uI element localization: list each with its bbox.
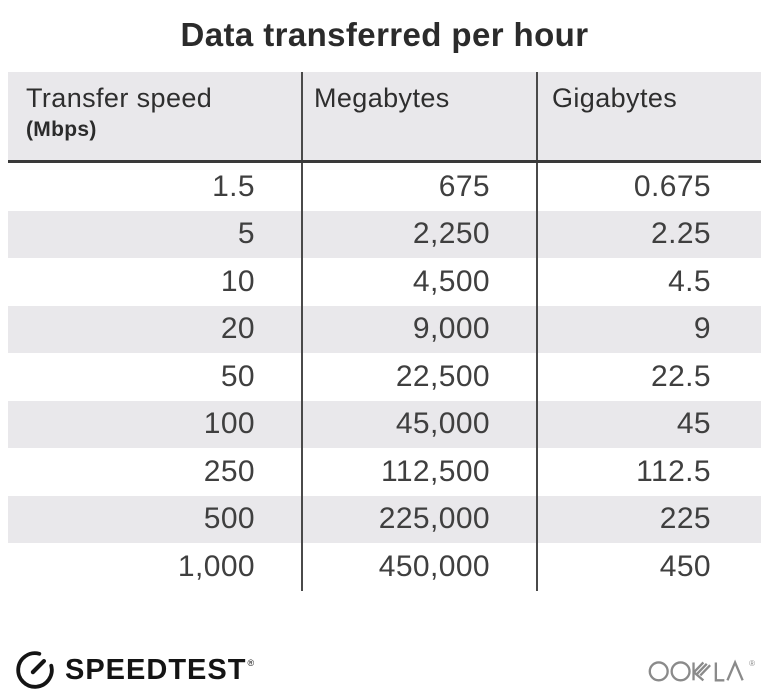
table-cell: 9,000 [303, 305, 538, 353]
data-table: Transfer speed (Mbps) Megabytes Gigabyte… [8, 72, 761, 591]
table-cell: 22.5 [651, 359, 711, 393]
footer: SPEEDTEST ® ® [0, 646, 769, 694]
ookla-wordmark-icon [648, 658, 744, 681]
column-header-unit: (Mbps) [26, 118, 97, 141]
table-cell: 9 [693, 312, 711, 346]
table-row: 20 9,000 9 [8, 305, 761, 353]
ookla-logo: ® [648, 657, 755, 684]
column-header-label: Gigabytes [552, 83, 678, 113]
speedtest-logo: SPEEDTEST ® [14, 649, 254, 691]
table-cell: 2.25 [651, 217, 711, 251]
page-title: Data transferred per hour [180, 16, 589, 53]
table-cell: 112.5 [636, 454, 711, 488]
registered-trademark-icon: ® [247, 658, 255, 668]
table-cell: 450 [659, 549, 711, 583]
table-row: 1.5 675 0.675 [8, 163, 761, 211]
table-row: 1,000 450,000 450 [8, 543, 761, 591]
speedometer-gauge-icon [16, 651, 54, 689]
speedtest-wordmark: SPEEDTEST [65, 653, 247, 686]
table-cell: 10 [8, 258, 303, 306]
column-header-transfer-speed: Transfer speed (Mbps) [8, 72, 303, 160]
column-header-label: Megabytes [314, 83, 450, 113]
table-cell: 250 [8, 448, 303, 496]
table-cell: 675 [303, 163, 538, 211]
table-row: 10 4,500 4.5 [8, 258, 761, 306]
table-cell: 45,000 [303, 400, 538, 448]
table-cell: 500 [8, 495, 303, 543]
table-row: 100 45,000 45 [8, 400, 761, 448]
table-cell: 45 [676, 407, 711, 441]
table-header-row: Transfer speed (Mbps) Megabytes Gigabyte… [8, 72, 761, 163]
table-cell: 22,500 [303, 353, 538, 401]
table-cell: 450,000 [303, 543, 538, 591]
table-row: 50 22,500 22.5 [8, 353, 761, 401]
table-cell: 4.5 [668, 264, 711, 298]
table-cell: 4,500 [303, 258, 538, 306]
table-cell: 1,000 [8, 543, 303, 591]
table-cell: 50 [8, 353, 303, 401]
table-cell: 225,000 [303, 495, 538, 543]
table-cell: 1.5 [8, 163, 303, 211]
table-cell: 0.675 [633, 169, 711, 203]
table-cell: 112,500 [303, 448, 538, 496]
table-cell: 2,250 [303, 210, 538, 258]
column-header-megabytes: Megabytes [303, 72, 538, 160]
column-header-gigabytes: Gigabytes [538, 72, 761, 160]
table-cell: 5 [8, 210, 303, 258]
table-row: 5 2,250 2.25 [8, 210, 761, 258]
table-row: 500 225,000 225 [8, 495, 761, 543]
table-cell: 225 [659, 502, 711, 536]
column-header-label: Transfer speed [26, 83, 213, 113]
table-cell: 20 [8, 305, 303, 353]
table-cell: 100 [8, 400, 303, 448]
table-body: 1.5 675 0.675 5 2,250 2.25 10 4,500 4.5 20 9,000 9 5… [8, 163, 761, 591]
registered-trademark-icon: ® [749, 658, 755, 668]
table-row: 250 112,500 112.5 [8, 448, 761, 496]
